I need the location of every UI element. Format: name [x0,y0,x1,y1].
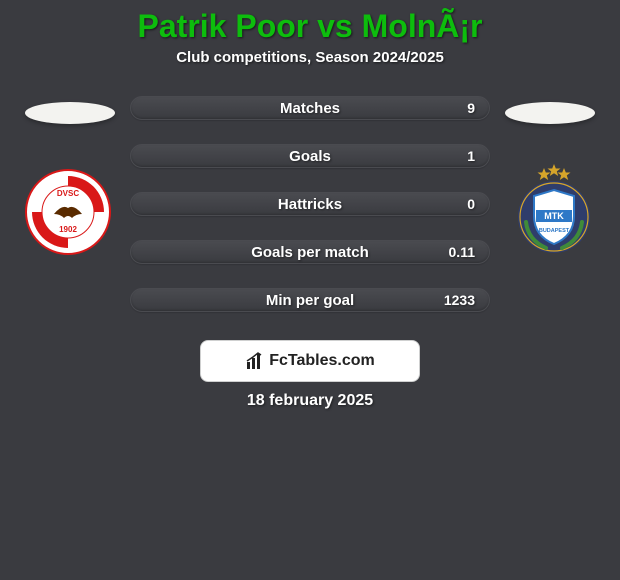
stat-bar: Matches 9 [130,96,490,120]
stat-value: 9 [467,100,475,116]
stat-value: 1 [467,148,475,164]
main-row: Matches 9 Goals 1 Hattricks 0 Goals per match 0… [0,96,620,312]
stat-label: Goals per match [251,244,369,261]
stat-bar: Goals 1 [130,144,490,168]
mtk-badge-icon: MTK BUDAPEST [504,162,604,262]
stat-value: 0.11 [449,244,475,260]
fctables-logo: FcTables.com [200,340,420,382]
right-ellipse [505,102,595,124]
stat-label: Matches [280,100,340,117]
stat-label: Hattricks [278,196,342,213]
page-title: Patrik Poor vs MolnÃ¡r [0,0,620,49]
team-badge-right: MTK BUDAPEST [504,162,604,262]
left-ellipse [25,102,115,124]
stat-label: Goals [289,148,331,165]
fctables-logo-text: FcTables.com [269,352,375,370]
right-column [500,96,600,124]
stat-value: 1233 [444,292,475,308]
svg-text:BUDAPEST: BUDAPEST [539,228,570,234]
team-badge-left: DVSC 1902 [24,168,112,256]
bar-chart-icon [245,350,267,372]
svg-text:1902: 1902 [59,225,77,234]
stats-infographic: Patrik Poor vs MolnÃ¡r Club competitions… [0,0,620,580]
stat-bar: Goals per match 0.11 [130,240,490,264]
stat-value: 0 [467,196,475,212]
dvsc-badge-icon: DVSC 1902 [24,168,112,256]
stat-bar: Min per goal 1233 [130,288,490,312]
date-text: 18 february 2025 [0,392,620,410]
stat-label: Min per goal [266,292,354,309]
left-column [20,96,120,124]
stat-bar: Hattricks 0 [130,192,490,216]
stats-column: Matches 9 Goals 1 Hattricks 0 Goals per match 0… [130,96,490,312]
subtitle: Club competitions, Season 2024/2025 [0,49,620,66]
svg-text:MTK: MTK [544,211,564,221]
svg-text:DVSC: DVSC [57,189,79,198]
